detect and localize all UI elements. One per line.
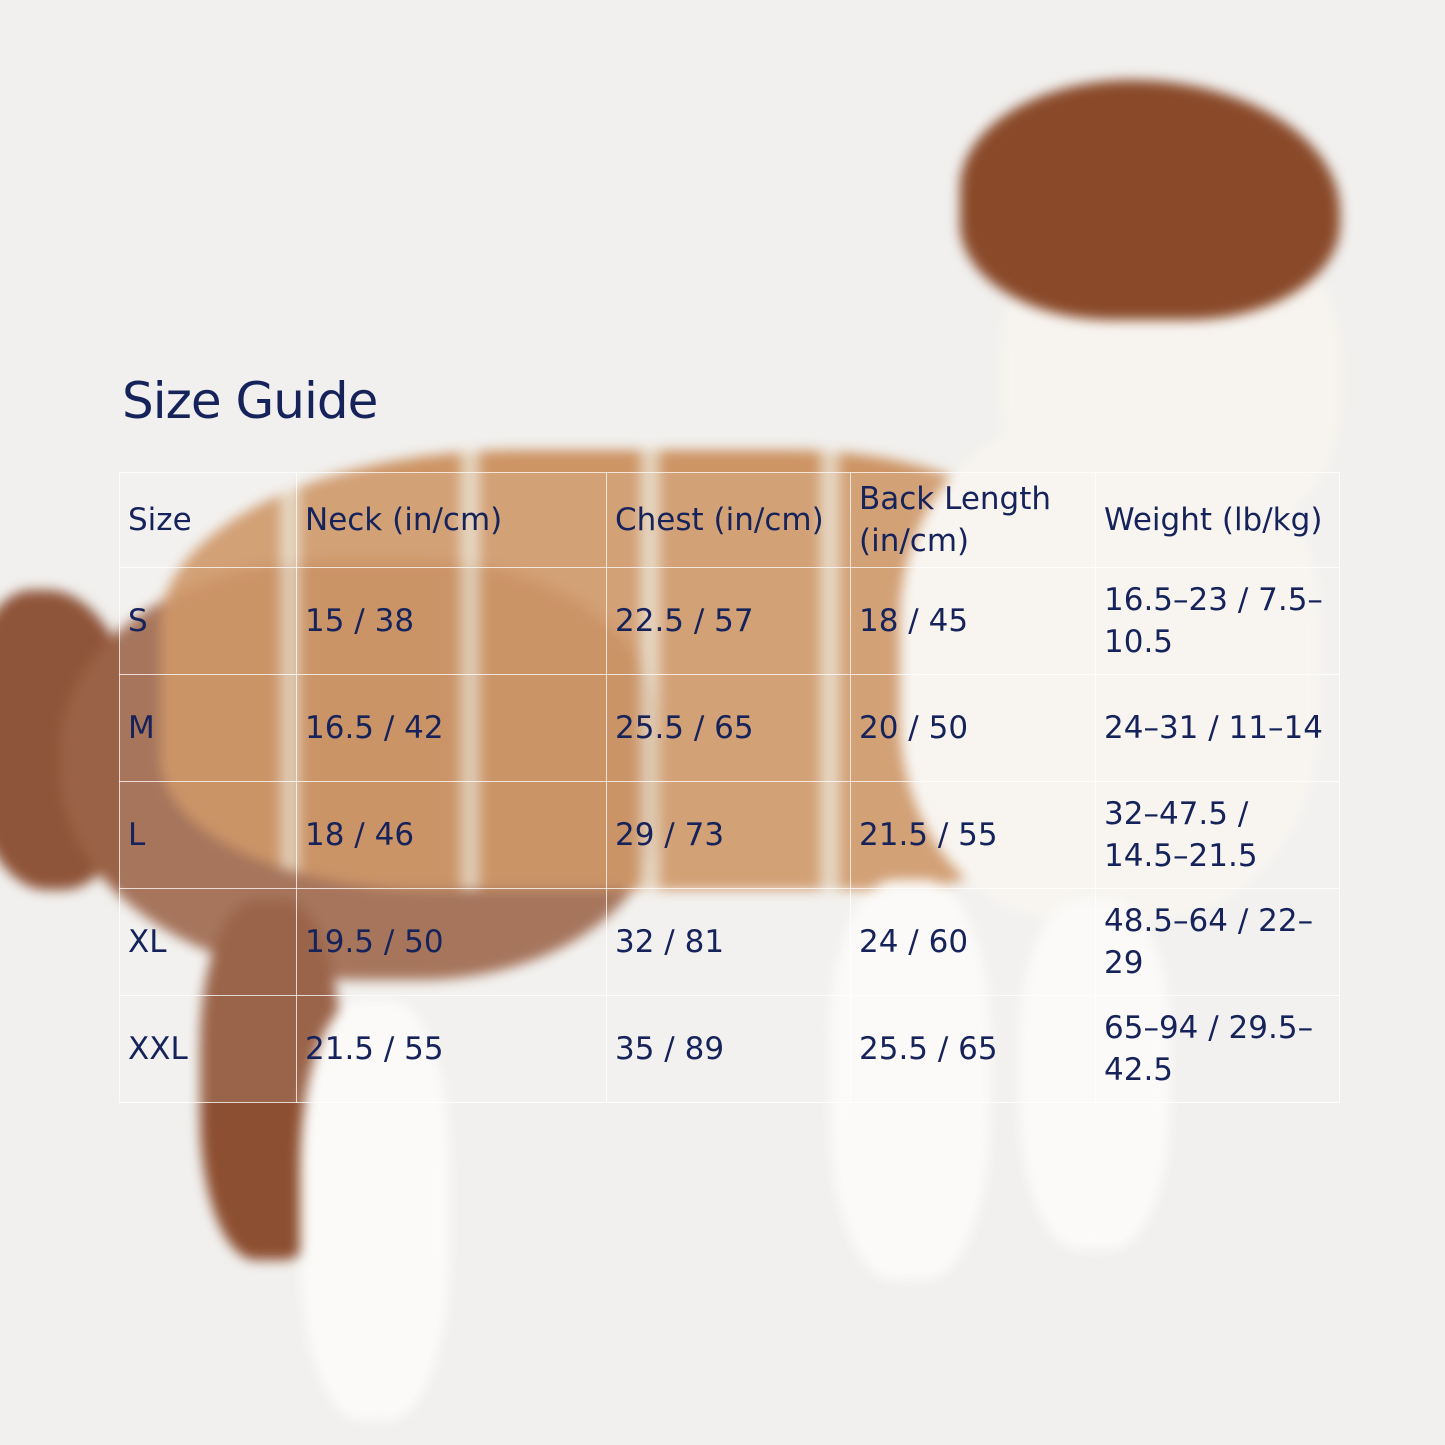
cell-chest: 25.5 / 65 <box>606 674 851 782</box>
cell-back-length: 21.5 / 55 <box>850 781 1096 889</box>
cell-chest: 35 / 89 <box>606 995 851 1103</box>
cell-neck: 16.5 / 42 <box>296 674 607 782</box>
cell-weight: 48.5–64 / 22–29 <box>1095 888 1340 996</box>
header-chest: Chest (in/cm) <box>606 472 851 568</box>
cell-chest: 29 / 73 <box>606 781 851 889</box>
cell-size: XXL <box>119 995 297 1103</box>
cell-weight: 32–47.5 / 14.5–21.5 <box>1095 781 1340 889</box>
header-neck: Neck (in/cm) <box>296 472 607 568</box>
table-row: M 16.5 / 42 25.5 / 65 20 / 50 24–31 / 11… <box>119 674 1340 782</box>
cell-chest: 32 / 81 <box>606 888 851 996</box>
cell-back-length: 18 / 45 <box>850 567 1096 675</box>
table-row: XXL 21.5 / 55 35 / 89 25.5 / 65 65–94 / … <box>119 995 1340 1103</box>
size-table: Size Neck (in/cm) Chest (in/cm) Back Len… <box>119 472 1340 1103</box>
cell-back-length: 20 / 50 <box>850 674 1096 782</box>
cell-neck: 21.5 / 55 <box>296 995 607 1103</box>
cell-size: M <box>119 674 297 782</box>
header-size: Size <box>119 472 297 568</box>
cell-neck: 15 / 38 <box>296 567 607 675</box>
dog-head <box>960 80 1340 320</box>
cell-chest: 22.5 / 57 <box>606 567 851 675</box>
header-back-length: Back Length (in/cm) <box>850 472 1096 568</box>
table-row: S 15 / 38 22.5 / 57 18 / 45 16.5–23 / 7.… <box>119 567 1340 675</box>
cell-size: XL <box>119 888 297 996</box>
cell-weight: 16.5–23 / 7.5–10.5 <box>1095 567 1340 675</box>
cell-weight: 65–94 / 29.5–42.5 <box>1095 995 1340 1103</box>
cell-neck: 18 / 46 <box>296 781 607 889</box>
page-title: Size Guide <box>122 372 378 430</box>
cell-size: L <box>119 781 297 889</box>
cell-size: S <box>119 567 297 675</box>
header-weight: Weight (lb/kg) <box>1095 472 1340 568</box>
cell-neck: 19.5 / 50 <box>296 888 607 996</box>
table-row: L 18 / 46 29 / 73 21.5 / 55 32–47.5 / 14… <box>119 781 1340 889</box>
table-row: XL 19.5 / 50 32 / 81 24 / 60 48.5–64 / 2… <box>119 888 1340 996</box>
table-header-row: Size Neck (in/cm) Chest (in/cm) Back Len… <box>119 472 1340 568</box>
cell-back-length: 25.5 / 65 <box>850 995 1096 1103</box>
cell-weight: 24–31 / 11–14 <box>1095 674 1340 782</box>
cell-back-length: 24 / 60 <box>850 888 1096 996</box>
